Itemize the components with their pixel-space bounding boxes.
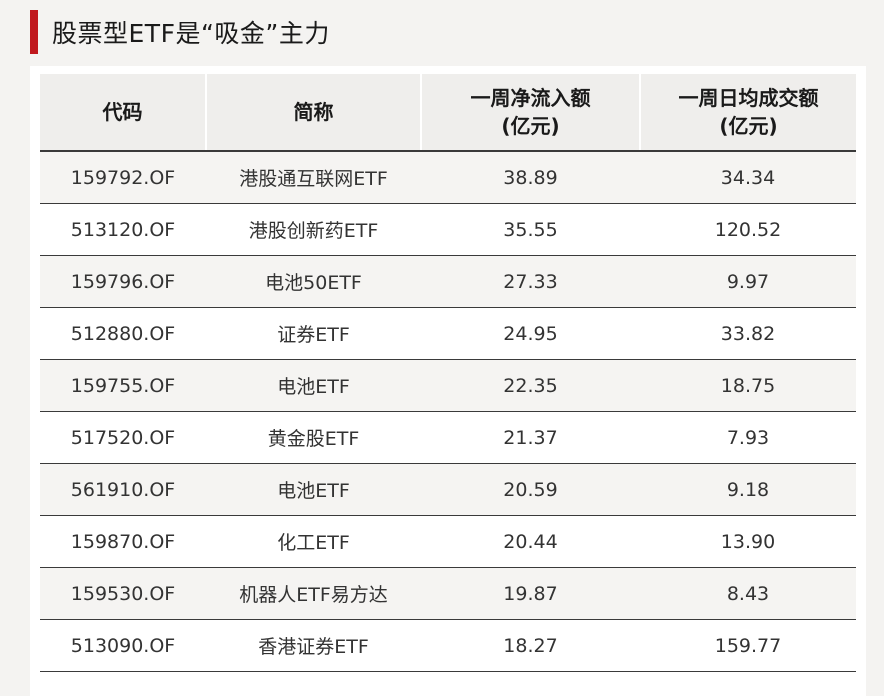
cell-turnover: 9.18 [640, 463, 856, 516]
header-name: 简称 [205, 74, 421, 152]
cell-code: 159796.OF [40, 255, 206, 308]
cell-name: 香港证券ETF [206, 619, 421, 672]
cell-name: 化工ETF [206, 515, 421, 568]
cell-code: 517520.OF [40, 411, 206, 464]
table-body: 159792.OF 港股通互联网ETF 38.89 34.34 513120.O… [40, 151, 856, 672]
header-inflow-label: 一周净流入额 [470, 86, 591, 110]
table-row: 159870.OF 化工ETF 20.44 13.90 [40, 515, 856, 568]
header-weekly-net-inflow: 一周净流入额 (亿元) [420, 74, 640, 152]
cell-inflow: 27.33 [421, 255, 640, 308]
cell-code: 561910.OF [40, 463, 206, 516]
cell-turnover: 120.52 [640, 203, 856, 256]
table-row: 159530.OF 机器人ETF易方达 19.87 8.43 [40, 567, 856, 620]
cell-name: 黄金股ETF [206, 411, 421, 464]
cell-turnover: 33.82 [640, 307, 856, 360]
cell-name: 证券ETF [206, 307, 421, 360]
header-name-label: 简称 [293, 100, 334, 124]
header-code: 代码 [40, 74, 206, 152]
cell-turnover: 9.97 [640, 255, 856, 308]
table-row: 513120.OF 港股创新药ETF 35.55 120.52 [40, 203, 856, 256]
cell-inflow: 19.87 [421, 567, 640, 620]
cell-code: 513120.OF [40, 203, 206, 256]
table-header: 代码 简称 一周净流入额 (亿元) 一周日均成交额 (亿元) [40, 74, 856, 152]
cell-inflow: 20.59 [421, 463, 640, 516]
cell-inflow: 22.35 [421, 359, 640, 412]
title-bar: 股票型ETF是“吸金”主力 [30, 10, 330, 54]
title-accent-bar [30, 10, 38, 54]
cell-inflow: 21.37 [421, 411, 640, 464]
table-row: 512880.OF 证券ETF 24.95 33.82 [40, 307, 856, 360]
table-row: 561910.OF 电池ETF 20.59 9.18 [40, 463, 856, 516]
header-code-label: 代码 [102, 100, 143, 124]
table-row: 159792.OF 港股通互联网ETF 38.89 34.34 [40, 151, 856, 204]
header-row: 代码 简称 一周净流入额 (亿元) 一周日均成交额 (亿元) [40, 74, 856, 152]
page-title: 股票型ETF是“吸金”主力 [52, 19, 330, 48]
cell-name: 电池ETF [206, 359, 421, 412]
header-weekly-avg-turnover: 一周日均成交额 (亿元) [639, 74, 856, 152]
cell-turnover: 34.34 [640, 151, 856, 204]
etf-inflow-table: 代码 简称 一周净流入额 (亿元) 一周日均成交额 (亿元) 159792.OF… [40, 74, 856, 672]
table-row: 159755.OF 电池ETF 22.35 18.75 [40, 359, 856, 412]
cell-name: 电池50ETF [206, 255, 421, 308]
header-inflow-unit: (亿元) [501, 114, 560, 138]
cell-name: 港股通互联网ETF [206, 151, 421, 204]
table-row: 517520.OF 黄金股ETF 21.37 7.93 [40, 411, 856, 464]
table-row: 513090.OF 香港证券ETF 18.27 159.77 [40, 619, 856, 672]
table-panel: 代码 简称 一周净流入额 (亿元) 一周日均成交额 (亿元) 159792.OF… [30, 66, 866, 696]
cell-code: 159870.OF [40, 515, 206, 568]
cell-turnover: 159.77 [640, 619, 856, 672]
cell-inflow: 18.27 [421, 619, 640, 672]
cell-inflow: 35.55 [421, 203, 640, 256]
cell-name: 港股创新药ETF [206, 203, 421, 256]
cell-turnover: 7.93 [640, 411, 856, 464]
cell-inflow: 38.89 [421, 151, 640, 204]
cell-name: 电池ETF [206, 463, 421, 516]
cell-code: 512880.OF [40, 307, 206, 360]
cell-code: 513090.OF [40, 619, 206, 672]
cell-inflow: 24.95 [421, 307, 640, 360]
header-turnover-label: 一周日均成交额 [678, 86, 819, 110]
header-turnover-unit: (亿元) [719, 114, 778, 138]
cell-turnover: 8.43 [640, 567, 856, 620]
cell-code: 159530.OF [40, 567, 206, 620]
table-row: 159796.OF 电池50ETF 27.33 9.97 [40, 255, 856, 308]
cell-turnover: 13.90 [640, 515, 856, 568]
cell-name: 机器人ETF易方达 [206, 567, 421, 620]
cell-turnover: 18.75 [640, 359, 856, 412]
cell-code: 159792.OF [40, 151, 206, 204]
cell-inflow: 20.44 [421, 515, 640, 568]
cell-code: 159755.OF [40, 359, 206, 412]
